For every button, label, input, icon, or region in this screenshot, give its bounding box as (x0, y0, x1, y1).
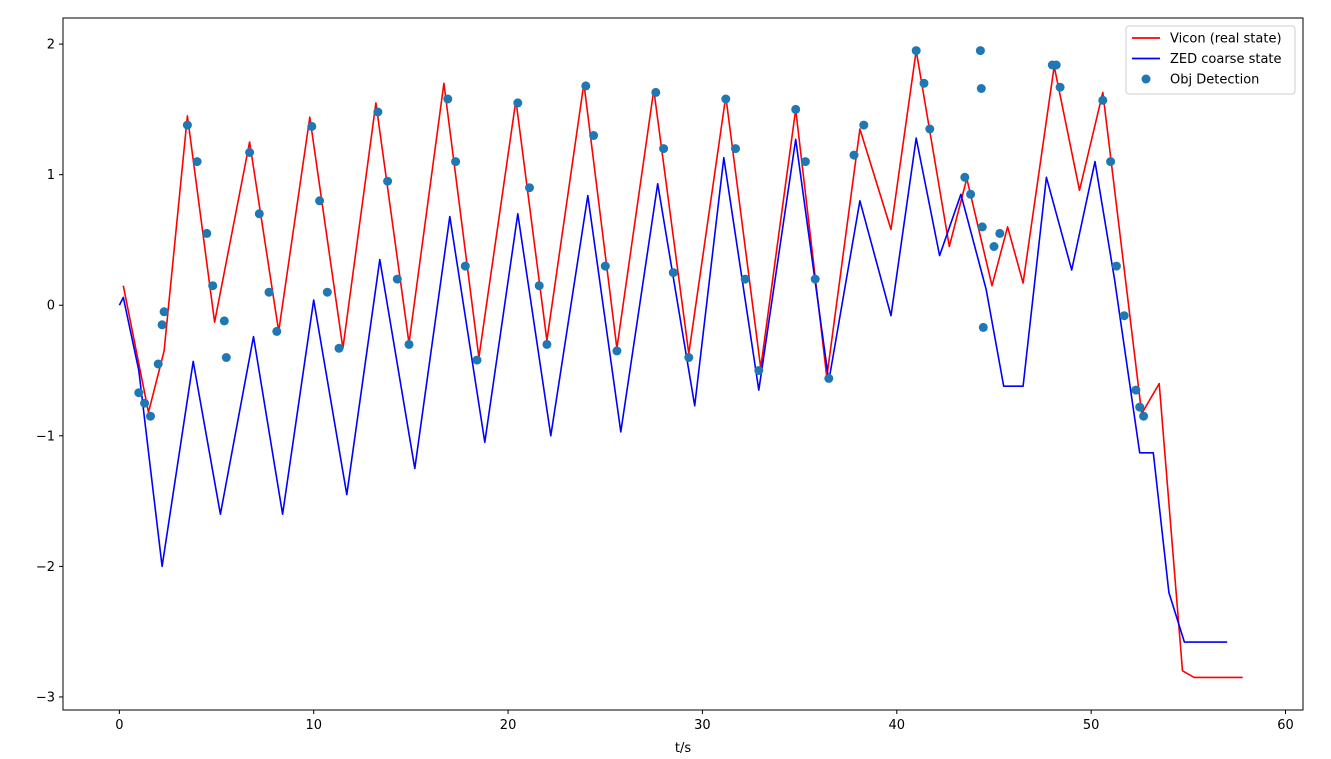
scatter-point (919, 78, 929, 88)
scatter-point (153, 359, 163, 369)
y-tick-label: −3 (36, 690, 55, 705)
legend-point-marker (1141, 74, 1151, 84)
scatter-point (731, 144, 740, 154)
y-tick-label: 1 (47, 168, 55, 183)
scatter-point (451, 157, 461, 167)
scatter-point (978, 322, 988, 332)
y-tick-label: 2 (47, 38, 55, 53)
scatter-point (334, 343, 344, 353)
scatter-point (392, 274, 402, 284)
scatter-point (404, 339, 414, 349)
scatter-point (659, 144, 669, 154)
scatter-point (1106, 157, 1116, 167)
axes: 0 10 20 30 40 50 60 −3 −2 −1 0 1 2 (36, 17, 1304, 733)
scatter-point (1131, 385, 1141, 395)
x-tick-label: 40 (889, 718, 906, 733)
scatter-point (219, 316, 229, 326)
scatter-point (975, 46, 985, 56)
x-tick-label: 50 (1083, 718, 1100, 733)
scatter-point (202, 228, 212, 238)
scatter-point (1119, 311, 1129, 321)
scatter-point (1111, 261, 1121, 271)
legend-box (1125, 25, 1296, 95)
x-tick-label: 10 (305, 718, 322, 733)
scatter-point (460, 261, 470, 271)
scatter-point (525, 183, 534, 193)
scatter-point (589, 131, 599, 140)
scatter-point (208, 281, 218, 291)
scatter-point (600, 261, 610, 271)
scatter-point (800, 157, 810, 167)
scatter-point (581, 81, 591, 91)
scatter-point (849, 150, 859, 160)
scatter-point (134, 388, 144, 398)
x-tick-label: 20 (500, 718, 517, 733)
x-tick-label: 60 (1277, 718, 1294, 733)
scatter-point (443, 94, 453, 104)
scatter-point (810, 274, 820, 284)
scatter-point (1055, 82, 1065, 92)
scatter-point (272, 326, 282, 336)
scatter-point (192, 157, 202, 167)
scatter-point (824, 373, 834, 383)
scatter-point (307, 121, 317, 131)
plot-area (118, 46, 1243, 679)
scatter-point (264, 287, 274, 297)
scatter-point (651, 87, 661, 97)
scatter-point (542, 339, 552, 349)
x-tick-label: 30 (694, 718, 711, 733)
scatter-point (146, 411, 155, 421)
scatter-point (159, 307, 169, 317)
scatter-point (754, 366, 764, 375)
x-axis-label: t/s (675, 741, 691, 756)
scatter-point (791, 104, 801, 114)
scatter-point (513, 98, 523, 108)
scatter-point (684, 353, 694, 362)
scatter-point (1098, 95, 1108, 105)
scatter-point (977, 222, 987, 232)
scatter-point (740, 274, 750, 284)
scatter-point (668, 268, 678, 278)
y-tick-label: −1 (36, 429, 55, 444)
scatter-point (960, 172, 970, 182)
scatter-point (245, 148, 255, 157)
scatter-point (254, 209, 264, 219)
legend-label: ZED coarse state (1170, 52, 1282, 67)
scatter-point (472, 355, 482, 365)
legend: Vicon (real state) ZED coarse state Obj De… (1125, 25, 1296, 95)
scatter-point (221, 353, 231, 362)
scatter-point (989, 242, 999, 251)
legend-label: Obj Detection (1170, 73, 1259, 88)
scatter-point (140, 398, 150, 408)
series-line-zed-coarse-state (118, 137, 1228, 643)
scatter-point (157, 320, 167, 330)
scatter-point (315, 196, 325, 206)
scatter-point (995, 228, 1005, 238)
scatter-point (182, 120, 192, 130)
scatter-point (534, 281, 544, 291)
scatter-point (383, 176, 393, 186)
y-tick-label: 0 (47, 299, 55, 314)
x-tick-label: 0 (115, 718, 123, 733)
scatter-point (1051, 60, 1061, 70)
scatter-point (1139, 411, 1149, 421)
scatter-point (612, 346, 622, 356)
scatter-point (322, 287, 332, 297)
scatter-point (1135, 402, 1145, 412)
scatter-point (925, 124, 935, 134)
legend-label: Vicon (real state) (1170, 32, 1282, 47)
scatter-point (373, 107, 383, 117)
scatter-point (859, 120, 869, 130)
scatter-point (721, 94, 731, 104)
plot-frame (62, 17, 1304, 711)
y-tick-label: −2 (36, 560, 55, 575)
scatter-point (966, 189, 976, 199)
scatter-point (911, 46, 921, 56)
scatter-point (976, 84, 986, 93)
